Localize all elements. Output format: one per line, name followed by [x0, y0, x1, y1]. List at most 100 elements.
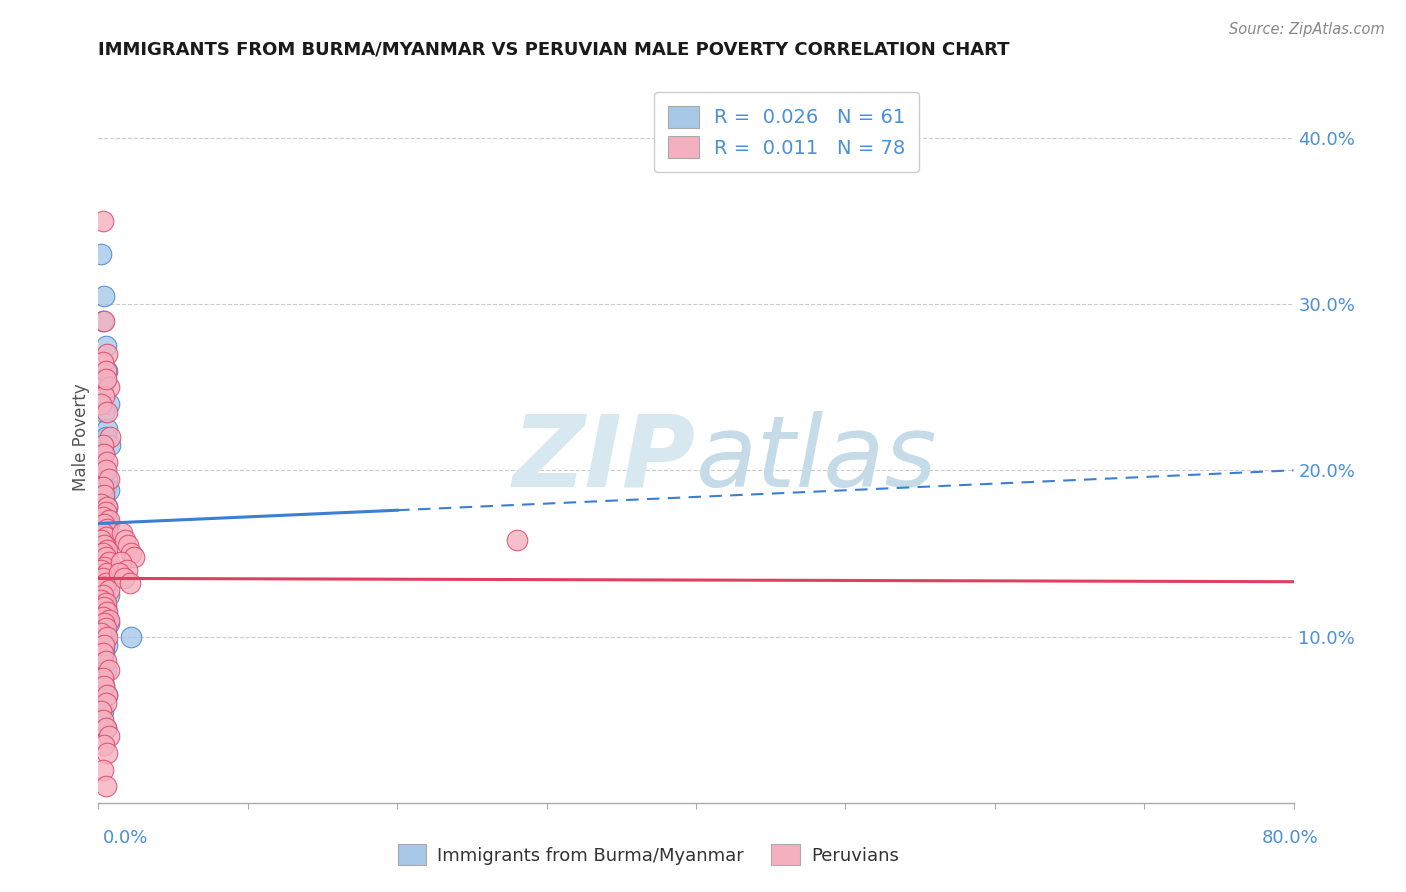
Point	[93, 638, 115, 652]
Point	[90, 626, 112, 640]
Point	[96, 347, 118, 361]
Point	[94, 555, 117, 569]
Point	[93, 538, 115, 552]
Point	[94, 338, 117, 352]
Point	[94, 599, 117, 614]
Point	[90, 630, 112, 644]
Point	[112, 571, 135, 585]
Point	[93, 516, 115, 531]
Point	[91, 488, 114, 502]
Point	[91, 655, 114, 669]
Point	[110, 555, 132, 569]
Point	[93, 680, 115, 694]
Point	[94, 549, 117, 564]
Point	[96, 543, 118, 558]
Point	[90, 397, 112, 411]
Point	[90, 671, 112, 685]
Point	[90, 497, 112, 511]
Point	[94, 533, 117, 548]
Point	[93, 289, 115, 303]
Text: 80.0%: 80.0%	[1263, 829, 1319, 847]
Point	[96, 500, 118, 514]
Point	[90, 247, 112, 261]
Point	[93, 563, 115, 577]
Point	[94, 430, 117, 444]
Point	[91, 763, 114, 777]
Point	[97, 588, 120, 602]
Point	[91, 214, 114, 228]
Point	[97, 483, 120, 498]
Point	[91, 355, 114, 369]
Point	[97, 663, 120, 677]
Point	[93, 543, 115, 558]
Point	[97, 472, 120, 486]
Point	[93, 314, 115, 328]
Point	[90, 563, 112, 577]
Point	[91, 509, 114, 524]
Point	[91, 546, 114, 560]
Point	[114, 533, 136, 548]
Point	[93, 405, 115, 419]
Point	[91, 480, 114, 494]
Point	[90, 593, 112, 607]
Point	[90, 705, 112, 719]
Point	[93, 621, 115, 635]
Point	[94, 505, 117, 519]
Point	[124, 549, 146, 564]
Legend: Immigrants from Burma/Myanmar, Peruvians: Immigrants from Burma/Myanmar, Peruvians	[388, 835, 908, 874]
Text: ZIP: ZIP	[513, 410, 696, 508]
Point	[94, 696, 117, 710]
Point	[96, 605, 118, 619]
Point	[91, 380, 114, 394]
Point	[94, 363, 117, 377]
Point	[91, 576, 114, 591]
Point	[91, 609, 114, 624]
Point	[94, 576, 117, 591]
Point	[96, 455, 118, 469]
Point	[91, 438, 114, 452]
Point	[94, 626, 117, 640]
Point	[90, 566, 112, 581]
Point	[108, 566, 131, 581]
Point	[97, 559, 120, 574]
Point	[90, 533, 112, 548]
Point	[97, 516, 120, 531]
Point	[94, 596, 117, 610]
Point	[94, 372, 117, 386]
Point	[96, 688, 118, 702]
Point	[91, 526, 114, 541]
Point	[91, 646, 114, 660]
Point	[94, 663, 117, 677]
Point	[93, 388, 115, 402]
Point	[97, 729, 120, 743]
Y-axis label: Male Poverty: Male Poverty	[72, 384, 90, 491]
Point	[97, 613, 120, 627]
Point	[120, 546, 142, 560]
Point	[91, 571, 114, 585]
Point	[94, 655, 117, 669]
Point	[97, 513, 120, 527]
Point	[98, 438, 122, 452]
Point	[91, 447, 114, 461]
Point	[96, 566, 118, 581]
Point	[90, 596, 112, 610]
Point	[93, 493, 115, 508]
Point	[96, 571, 118, 585]
Point	[91, 713, 114, 727]
Point	[97, 380, 120, 394]
Point	[93, 616, 115, 631]
Point	[94, 721, 117, 735]
Point	[96, 363, 118, 377]
Point	[94, 509, 117, 524]
Point	[93, 488, 115, 502]
Point	[91, 671, 114, 685]
Point	[96, 746, 118, 760]
Point	[91, 513, 114, 527]
Text: 0.0%: 0.0%	[103, 829, 148, 847]
Point	[91, 705, 114, 719]
Point	[96, 472, 118, 486]
Point	[97, 582, 120, 597]
Point	[96, 500, 118, 514]
Point	[93, 680, 115, 694]
Point	[91, 613, 114, 627]
